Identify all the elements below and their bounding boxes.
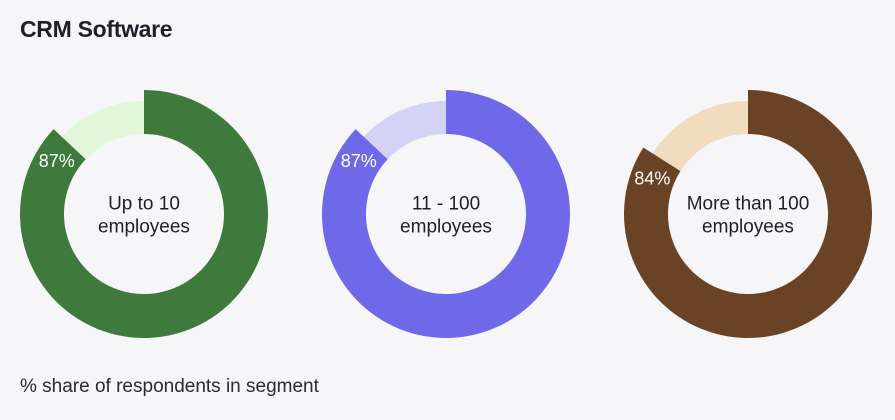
donut-remainder-slice xyxy=(652,101,748,172)
donut-center-label: employees xyxy=(98,217,190,238)
donut-value-label: 87% xyxy=(341,151,377,171)
donut-value-slice xyxy=(321,90,570,338)
donut-center-label: employees xyxy=(702,217,794,238)
donut-remainder-slice xyxy=(61,101,145,160)
donut-center-label: More than 100 xyxy=(687,194,810,215)
donut-value-label: 87% xyxy=(39,151,75,171)
donut-value-label: 84% xyxy=(634,168,670,188)
donut-remainder-slice xyxy=(363,101,446,160)
donut-value-slice xyxy=(624,90,872,338)
chart-title: CRM Software xyxy=(20,16,173,42)
chart-footnote: % share of respondents in segment xyxy=(20,376,319,397)
donut-value-slice xyxy=(20,90,268,338)
donut-center-label: 11 - 100 xyxy=(412,194,480,215)
donut-center-label: employees xyxy=(400,217,492,238)
donut-center-label: Up to 10 xyxy=(108,194,180,215)
